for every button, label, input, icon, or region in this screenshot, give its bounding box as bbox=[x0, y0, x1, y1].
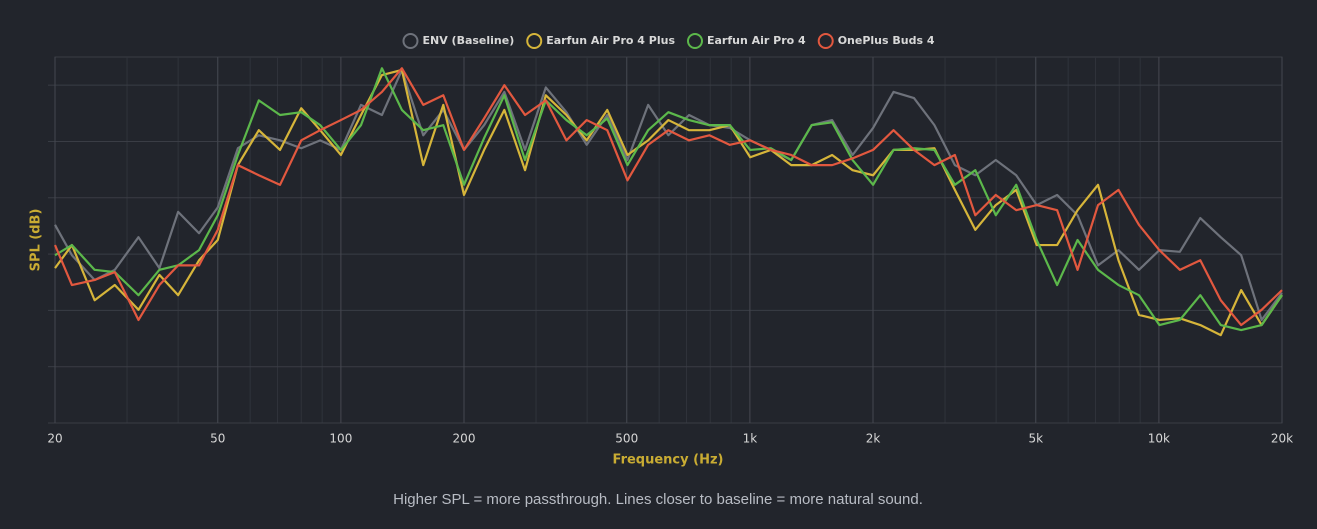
x-tick-label: 10k bbox=[1148, 432, 1170, 446]
x-tick-label: 2k bbox=[866, 432, 881, 446]
x-tick-label: 500 bbox=[615, 432, 638, 446]
annotation: Higher SPL = more passthrough. Lines clo… bbox=[393, 491, 923, 508]
legend-label: ENV (Baseline) bbox=[422, 34, 514, 47]
x-tick-label: 1k bbox=[743, 432, 758, 446]
x-tick-label: 200 bbox=[453, 432, 476, 446]
series-line bbox=[53, 67, 1283, 327]
x-tick-label: 20 bbox=[47, 432, 62, 446]
legend-item: ENV (Baseline) bbox=[402, 33, 514, 49]
x-tick-label: 20k bbox=[1271, 432, 1293, 446]
legend: ENV (Baseline) Earfun Air Pro 4 Plus Earfu… bbox=[402, 33, 935, 49]
x-tick-label: 50 bbox=[210, 432, 225, 446]
legend-item: Earfun Air Pro 4 bbox=[686, 33, 806, 49]
legend-marker bbox=[526, 33, 543, 49]
legend-marker bbox=[686, 33, 703, 49]
series-line bbox=[54, 68, 1283, 322]
x-tick-label: 100 bbox=[329, 432, 352, 446]
legend-label: Earfun Air Pro 4 bbox=[707, 34, 806, 47]
y-axis-title: SPL (dB) bbox=[29, 209, 44, 272]
series-line bbox=[54, 68, 1283, 337]
series-line bbox=[54, 67, 1283, 332]
x-axis-title: Frequency (Hz) bbox=[613, 453, 724, 468]
legend-item: OnePlus Buds 4 bbox=[817, 33, 935, 49]
legend-marker bbox=[402, 33, 419, 49]
legend-item: Earfun Air Pro 4 Plus bbox=[526, 33, 675, 49]
x-tick-label: 5k bbox=[1028, 432, 1043, 446]
grid: 20 50 100 200 500 1k 2k 5k 10k 20k bbox=[47, 56, 1293, 446]
legend-label: OnePlus Buds 4 bbox=[838, 34, 935, 47]
legend-label: Earfun Air Pro 4 Plus bbox=[546, 34, 675, 47]
plot-lines bbox=[53, 67, 1283, 337]
legend-marker bbox=[817, 33, 834, 49]
